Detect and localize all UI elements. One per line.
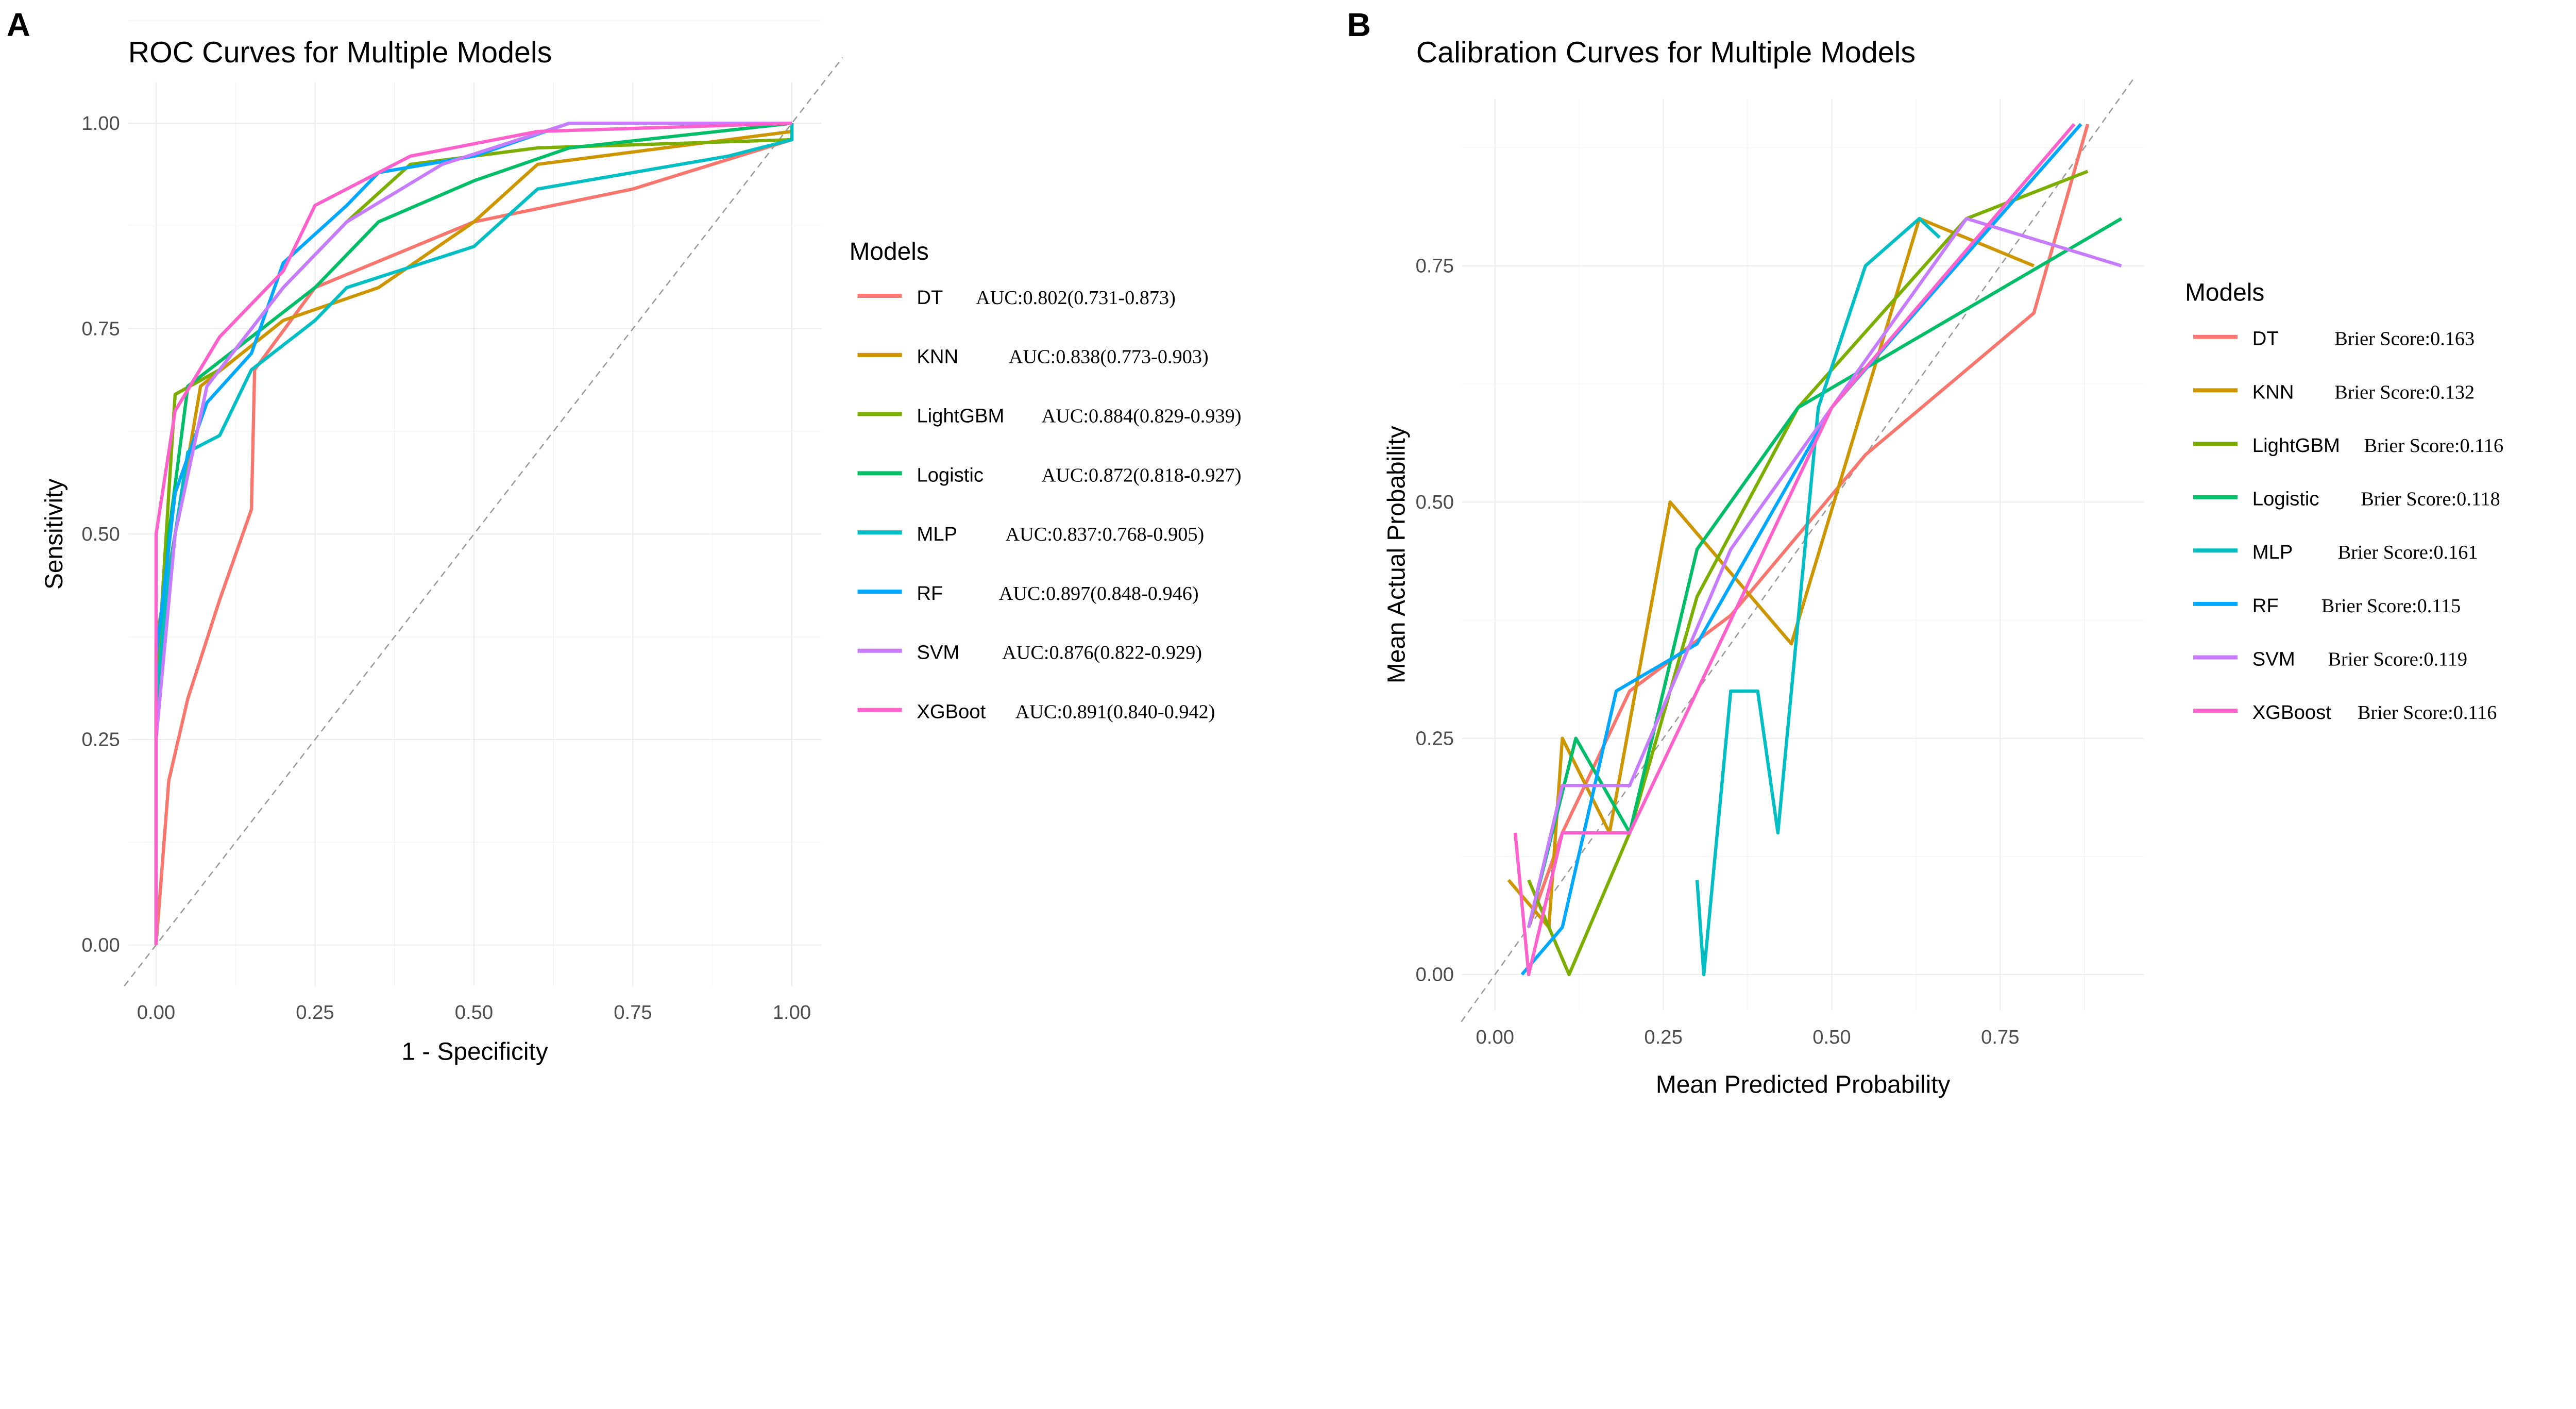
- y-tick-label: 1.00: [81, 112, 120, 135]
- y-tick-label: 0.25: [81, 729, 120, 751]
- x-tick-label: 0.25: [1644, 1026, 1682, 1048]
- legend-metric: Brier Score:0.116: [2364, 435, 2504, 457]
- x-tick-label: 0.75: [1981, 1026, 2019, 1048]
- legend-model-name: SVM: [917, 642, 959, 664]
- x-axis-label: 1 - Specificity: [401, 1038, 548, 1066]
- legend-model-name: RF: [917, 582, 943, 605]
- legend-model-name: LightGBM: [2252, 434, 2340, 457]
- x-tick-label: 0.50: [455, 1001, 493, 1024]
- legend-model-name: Logistic: [917, 464, 984, 486]
- y-tick-label: 0.25: [1416, 727, 1454, 749]
- figure: A B 0.00 0.25 0.50 0.75 1.00 0.00 0.25 0.50 0.75…: [7, 6, 2503, 1098]
- series-line-mlp: [154, 123, 794, 945]
- legend-metric: Brier Score:0.161: [2338, 542, 2478, 563]
- series-line-svm: [154, 121, 792, 945]
- legend-metric: Brier Score:0.118: [2361, 489, 2500, 510]
- legend-metric: AUC:0.891(0.840-0.942): [1015, 701, 1215, 723]
- series-line-svm: [1527, 216, 2122, 928]
- panel-label-a: A: [7, 6, 30, 43]
- y-tick-label: 0.50: [81, 523, 120, 545]
- x-tick-label: 0.00: [137, 1001, 175, 1024]
- legend-metric: Brier Score:0.115: [2321, 595, 2461, 617]
- legend-title: Models: [2185, 279, 2264, 307]
- y-tick-label: 0.75: [81, 318, 120, 340]
- chart-title: ROC Curves for Multiple Models: [128, 36, 552, 69]
- legend-metric: Brier Score:0.163: [2334, 328, 2475, 350]
- legend-model-name: Logistic: [2252, 488, 2319, 510]
- x-axis-label: Mean Predicted Probability: [1656, 1071, 1951, 1099]
- series-line-dt: [154, 123, 794, 945]
- x-tick-label: 0.00: [1476, 1026, 1514, 1048]
- legend-metric: AUC:0.884(0.829-0.939): [1042, 406, 1242, 427]
- legend-model-name: KNN: [2252, 381, 2294, 403]
- series-line-lightgbm: [1527, 170, 2089, 977]
- chart-title: Calibration Curves for Multiple Models: [1416, 36, 1916, 69]
- y-axis-label: Sensitivity: [41, 479, 68, 590]
- legend-metric: Brier Score:0.116: [2358, 702, 2497, 724]
- legend-metric: AUC:0.837:0.768-0.905): [1006, 524, 1205, 545]
- panel-label-b: B: [1347, 6, 1371, 43]
- series-line-knn: [1507, 216, 2035, 929]
- legend-model-name: DT: [917, 287, 943, 309]
- legend-model-name: XGBoot: [917, 700, 986, 723]
- x-tick-label: 0.25: [296, 1001, 334, 1024]
- legend-model-name: MLP: [2252, 541, 2293, 563]
- legend-model-name: SVM: [2252, 648, 2295, 670]
- roc-chart: 0.00 0.25 0.50 0.75 1.00 0.00 0.25 0.50 0.75 1.00…: [41, 20, 1242, 1066]
- series-line-xgboost: [1513, 123, 2076, 977]
- y-tick-label: 0.00: [81, 934, 120, 956]
- legend-metric: Brier Score:0.132: [2334, 381, 2475, 403]
- x-tick-label: 1.00: [773, 1001, 811, 1024]
- legend-metric: AUC:0.872(0.818-0.927): [1042, 464, 1242, 486]
- legend-model-name: LightGBM: [917, 405, 1004, 427]
- calibration-chart: 0.00 0.25 0.50 0.75 0.00 0.25 0.50 0.75 Calibrat…: [1383, 36, 2503, 1098]
- x-tick-label: 0.75: [614, 1001, 652, 1024]
- legend-model-name: KNN: [917, 346, 958, 368]
- y-tick-label: 0.75: [1416, 255, 1454, 277]
- legend-metric: AUC:0.802(0.731-0.873): [976, 287, 1176, 309]
- y-axis-label: Mean Actual Probability: [1383, 426, 1410, 683]
- series-line-xgboot: [154, 121, 792, 945]
- legend-metric: AUC:0.897(0.848-0.946): [999, 583, 1199, 605]
- x-tick-label: 0.50: [1812, 1026, 1851, 1048]
- reference-diagonal: [124, 57, 843, 987]
- y-tick-label: 0.50: [1416, 491, 1454, 513]
- legend-metric: AUC:0.838(0.773-0.903): [1009, 346, 1209, 368]
- y-tick-label: 0.00: [1416, 964, 1454, 986]
- legend-model-name: MLP: [917, 523, 957, 545]
- series-line-mlp: [1695, 216, 1941, 977]
- series-line-logistic: [1527, 217, 2123, 928]
- legend-model-name: XGBoost: [2252, 701, 2331, 724]
- legend-metric: Brier Score:0.119: [2328, 648, 2467, 670]
- reference-diagonal: [1461, 76, 2136, 1022]
- legend-metric: AUC:0.876(0.822-0.929): [1002, 642, 1202, 664]
- legend-model-name: RF: [2252, 595, 2279, 617]
- legend-title: Models: [850, 238, 929, 265]
- legend-model-name: DT: [2252, 328, 2279, 350]
